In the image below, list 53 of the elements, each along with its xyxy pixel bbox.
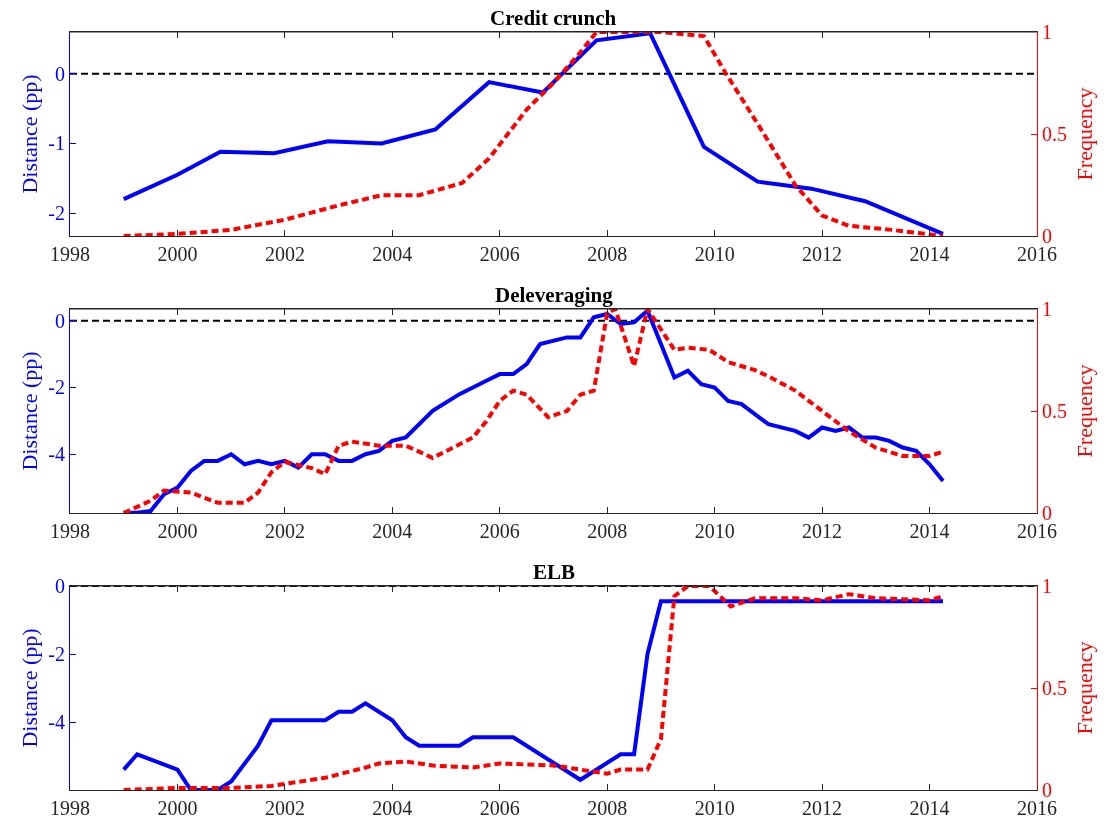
- x-tick-label: 2008: [587, 520, 628, 542]
- y-tick-label: -4: [48, 443, 65, 466]
- x-tick-label: 2008: [587, 243, 628, 265]
- y-tick-label: 0: [55, 309, 65, 332]
- x-tick-label: 2014: [909, 797, 950, 819]
- line-series: [121, 309, 945, 513]
- y-tick-label: -4: [48, 711, 65, 733]
- x-tick-label: 2000: [157, 797, 198, 819]
- y-tick-label: -2: [48, 376, 65, 399]
- x-tick-label: 2004: [372, 243, 413, 265]
- x-tick-label: 2004: [372, 797, 413, 819]
- y2-axis-title: Frequency: [1071, 87, 1097, 181]
- y2-tick-label: 1: [1042, 298, 1052, 320]
- x-tick-label: 1998: [50, 520, 90, 542]
- y2-tick-label: 0.5: [1042, 677, 1067, 699]
- x-tick-label: 2002: [264, 520, 305, 542]
- x-tick-label: 2014: [909, 520, 950, 542]
- y-axis-title: Distance (pp): [17, 74, 43, 194]
- x-tick-label: 2006: [479, 243, 520, 265]
- x-tick-label: 2000: [157, 520, 198, 542]
- x-tick-label: 2000: [157, 243, 198, 265]
- x-tick-label: 2010: [694, 243, 735, 265]
- y-axis-title: Distance (pp): [17, 351, 43, 471]
- y2-tick-label: 1: [1042, 21, 1052, 43]
- chart-title: ELB: [533, 560, 576, 584]
- y2-tick-label: 0.5: [1042, 123, 1067, 145]
- x-tick-label: 1998: [50, 797, 90, 819]
- x-tick-label: 1998: [50, 243, 90, 265]
- y-tick-label: -2: [48, 202, 65, 225]
- x-tick-label: 2002: [264, 797, 305, 819]
- y-tick-label: -2: [48, 643, 65, 665]
- y2-axis-title: Frequency: [1071, 641, 1097, 735]
- y-tick-label: 0: [55, 575, 65, 597]
- x-tick-label: 2008: [587, 797, 628, 819]
- x-tick-label: 2006: [479, 797, 520, 819]
- x-tick-label: 2006: [479, 520, 520, 542]
- x-tick-label: 2012: [802, 243, 843, 265]
- y-axis-title: Distance (pp): [17, 628, 43, 748]
- y2-tick-label: 0.5: [1042, 400, 1067, 422]
- y2-tick-label: 1: [1042, 575, 1052, 597]
- chart-title: Credit crunch: [490, 6, 617, 30]
- x-tick-label: 2002: [264, 243, 305, 265]
- x-tick-label: 2004: [372, 520, 413, 542]
- x-tick-label: 2012: [802, 797, 843, 819]
- chart-title: Deleveraging: [495, 283, 614, 307]
- x-tick-label: 2014: [909, 243, 950, 265]
- y-tick-label: -1: [48, 132, 65, 155]
- x-tick-label: 2010: [694, 797, 735, 819]
- line-series: [121, 32, 945, 236]
- x-tick-label: 2010: [694, 520, 735, 542]
- y2-axis-title: Frequency: [1071, 364, 1097, 458]
- x-tick-label: 2012: [802, 520, 843, 542]
- y-tick-label: 0: [55, 62, 65, 85]
